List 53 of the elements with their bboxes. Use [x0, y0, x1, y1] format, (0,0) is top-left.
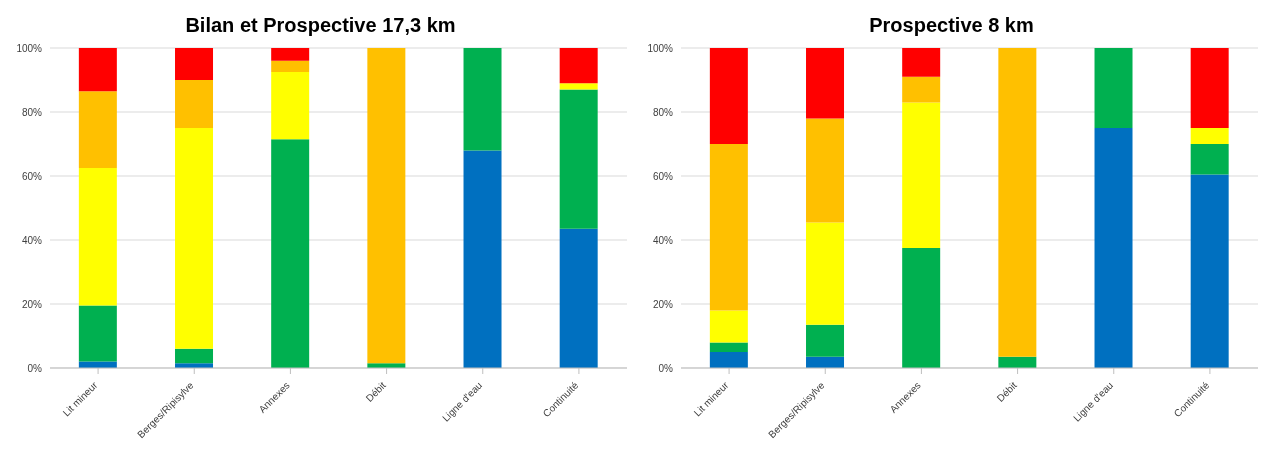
bar — [806, 48, 845, 119]
bar — [271, 60, 310, 72]
bar — [709, 48, 748, 144]
y-tick-label: 20% — [652, 298, 674, 310]
bar — [175, 80, 214, 128]
y-tick-label: 60% — [21, 170, 43, 182]
y-tick-label: 80% — [21, 106, 43, 118]
bar — [175, 48, 214, 80]
y-tick-label: 40% — [652, 234, 674, 246]
bar — [806, 222, 845, 325]
chart-title: Prospective 8 km — [868, 13, 1035, 38]
bar — [709, 342, 748, 352]
bar — [78, 48, 117, 92]
bar — [78, 91, 117, 168]
bar — [559, 228, 598, 368]
bar — [463, 48, 502, 151]
bar — [271, 139, 310, 368]
bar — [1190, 144, 1229, 175]
bar — [902, 48, 941, 77]
bar — [709, 310, 748, 343]
bar — [806, 118, 845, 223]
bar — [559, 89, 598, 229]
bar — [1190, 48, 1229, 128]
bar — [902, 248, 941, 368]
bar — [902, 76, 941, 103]
chart-title: Bilan et Prospective 17,3 km — [184, 13, 457, 38]
bar — [998, 48, 1037, 357]
bar — [367, 48, 406, 364]
bar — [709, 144, 748, 311]
bar — [271, 48, 310, 61]
bar — [559, 83, 598, 90]
y-tick-label: 0% — [658, 362, 674, 374]
bar — [1094, 128, 1133, 368]
bar — [806, 324, 845, 357]
bar — [1190, 128, 1229, 144]
bar — [1094, 48, 1133, 128]
bar — [559, 48, 598, 84]
y-tick-label: 40% — [21, 234, 43, 246]
bar — [271, 72, 310, 140]
y-tick-label: 80% — [652, 106, 674, 118]
y-tick-label: 0% — [27, 362, 43, 374]
bar — [78, 305, 117, 362]
bar — [463, 150, 502, 368]
y-tick-label: 20% — [21, 298, 43, 310]
y-tick-label: 100% — [16, 42, 43, 54]
bar — [902, 102, 941, 248]
bar — [1190, 174, 1229, 368]
y-tick-label: 100% — [647, 42, 674, 54]
bar — [709, 352, 748, 368]
bar — [175, 128, 214, 349]
y-tick-label: 60% — [652, 170, 674, 182]
bar — [78, 168, 117, 306]
bar — [175, 348, 214, 364]
